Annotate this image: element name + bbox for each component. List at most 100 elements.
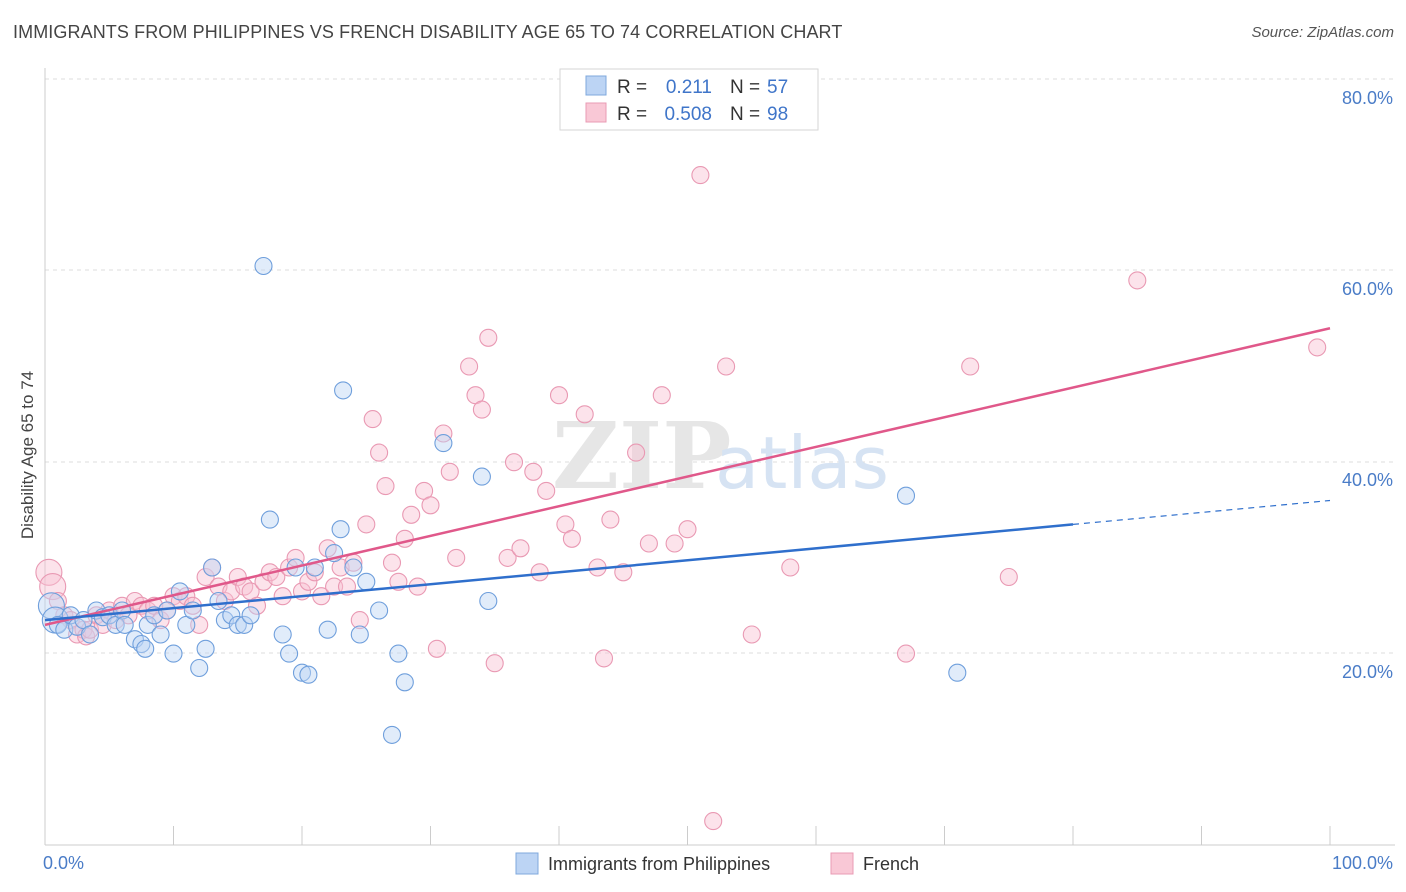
scatter-point xyxy=(524,462,543,481)
stats-legend: R = 0.211 N = 57 R = 0.508 N = 98 xyxy=(559,68,819,131)
scatter-point xyxy=(665,534,684,553)
x-tick-label-min: 0.0% xyxy=(43,853,84,873)
legend-r-label: R = xyxy=(617,77,647,98)
scatter-point xyxy=(537,481,556,500)
scatter-point xyxy=(781,558,800,577)
scatter-point xyxy=(472,400,491,419)
scatter-point xyxy=(190,658,209,678)
y-tick-label: 20.0% xyxy=(1342,662,1393,682)
series-legend: Immigrants from Philippines French xyxy=(515,852,919,875)
chart-title: IMMIGRANTS FROM PHILIPPINES VS FRENCH DI… xyxy=(13,22,843,42)
scatter-point xyxy=(691,166,710,185)
scatter-point xyxy=(1128,271,1147,290)
scatter-point xyxy=(299,665,318,684)
scatter-point xyxy=(421,496,440,515)
trend-lines xyxy=(44,327,1331,627)
legend-n-label: N = xyxy=(730,104,760,125)
scatter-point xyxy=(999,567,1018,587)
scatter-point xyxy=(382,553,402,572)
y-axis-label: Disability Age 65 to 74 xyxy=(18,371,37,539)
scatter-point xyxy=(331,520,350,539)
scatter-point xyxy=(472,467,491,486)
scatter-point xyxy=(511,539,530,558)
scatter-point xyxy=(389,644,408,663)
scatter-point xyxy=(742,625,761,644)
legend-r-value: 0.508 xyxy=(664,104,712,125)
y-tick-label: 40.0% xyxy=(1342,470,1393,490)
scatter-point xyxy=(447,548,466,567)
scatter-point xyxy=(652,386,671,405)
y-tick-label: 60.0% xyxy=(1342,279,1393,299)
scatter-point xyxy=(357,515,376,534)
x-tick-marks xyxy=(44,826,1331,845)
scatter-point xyxy=(549,386,569,405)
scatter-point xyxy=(260,510,279,529)
legend-r-label: R = xyxy=(617,104,647,125)
scatter-point xyxy=(460,357,479,376)
scatter-point xyxy=(479,591,498,611)
scatter-point xyxy=(704,812,723,831)
scatter-point xyxy=(1308,338,1327,357)
y-tick-labels: 80.0% 60.0% 40.0% 20.0% xyxy=(1342,88,1393,682)
scatter-point xyxy=(395,529,414,548)
x-tick-label-max: 100.0% xyxy=(1332,853,1393,873)
scatter-point xyxy=(363,410,382,429)
scatter-point xyxy=(115,615,134,634)
scatter-point xyxy=(601,510,620,529)
scatter-point xyxy=(498,548,517,567)
series-legend-swatch-french xyxy=(830,852,854,875)
scatter-point xyxy=(594,649,614,668)
trend-line-philippines xyxy=(44,523,1074,622)
scatter-point xyxy=(292,663,312,682)
scatter-point xyxy=(896,486,916,505)
watermark-zip: ZIP xyxy=(552,402,731,510)
source-label: Source: ZipAtlas.com xyxy=(1251,24,1394,41)
legend-swatch-philippines xyxy=(585,75,607,96)
scatter-point xyxy=(376,477,395,496)
scatter-point xyxy=(151,625,170,644)
scatter-point xyxy=(948,663,967,682)
scatter-point xyxy=(138,615,157,634)
series-legend-label-philippines: Immigrants from Philippines xyxy=(548,854,770,874)
scatter-point xyxy=(136,639,155,658)
scatter-point xyxy=(370,601,389,620)
scatter-point xyxy=(440,462,459,481)
scatter-point xyxy=(344,558,363,577)
scatter-point xyxy=(357,572,376,591)
scatter-point xyxy=(196,567,215,587)
trend-line-french xyxy=(44,327,1331,627)
scatter-point xyxy=(717,357,736,376)
scatter-point xyxy=(203,558,222,577)
scatter-point xyxy=(614,563,633,582)
scatter-point xyxy=(639,534,658,553)
scatter-point xyxy=(562,529,581,548)
scatter-point xyxy=(164,644,183,663)
legend-n-value: 57 xyxy=(767,77,788,98)
scatter-point xyxy=(395,673,414,692)
scatter-point xyxy=(241,606,260,625)
scatter-point xyxy=(434,424,453,443)
scatter-point xyxy=(318,620,337,639)
x-tick-labels: 0.0% 100.0% xyxy=(43,853,1393,873)
scatter-point xyxy=(235,615,254,634)
trend-line-philippines-extension xyxy=(1072,499,1331,526)
scatter-point xyxy=(434,434,453,453)
axes xyxy=(44,68,1395,846)
scatter-point xyxy=(254,256,273,276)
scatter-point xyxy=(402,505,421,524)
scatter-point xyxy=(485,654,504,673)
scatter-point xyxy=(479,328,498,347)
scatter-point xyxy=(382,725,402,744)
scatter-point xyxy=(350,625,369,644)
scatter-point xyxy=(504,453,524,472)
legend-n-label: N = xyxy=(730,77,760,98)
y-tick-label: 80.0% xyxy=(1342,88,1393,108)
legend-n-value: 98 xyxy=(767,104,788,125)
scatter-point xyxy=(222,606,241,625)
scatter-point xyxy=(896,644,916,663)
scatter-point xyxy=(196,639,215,658)
legend-r-value: 0.211 xyxy=(666,77,712,98)
legend-swatch-french xyxy=(585,102,607,123)
scatter-point xyxy=(280,644,299,663)
